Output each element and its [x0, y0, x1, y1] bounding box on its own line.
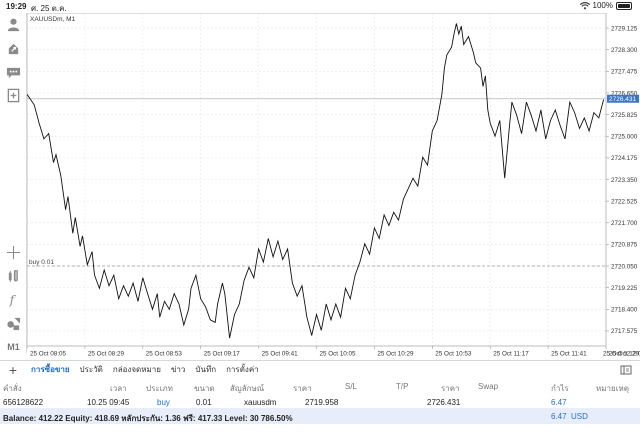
table-row[interactable]: 656128622 10.25 09:45 buy 0.01 xauusdm 2…	[0, 394, 640, 410]
y-tick-label: 2725.825	[611, 112, 638, 119]
account-summary: Balance: 412.22 Equity: 418.69 หลักประกั…	[0, 408, 640, 424]
col-symbol: สัญลักษณ์	[230, 384, 265, 393]
trade-icon[interactable]	[5, 40, 22, 57]
total-currency: USD	[571, 412, 588, 421]
row-open-price: 2719.958	[305, 398, 339, 407]
x-tick-label: 25 Oct 09:17	[204, 351, 241, 358]
panel-toggle-icon[interactable]	[620, 364, 632, 376]
tab-history[interactable]: ประวัติ	[79, 365, 103, 374]
col-ticket: คำสั่ง	[3, 384, 22, 393]
x-tick-label: 25 Oct 10:53	[435, 351, 472, 358]
y-tick-label: 2721.700	[611, 220, 638, 227]
indicators-icon[interactable]	[5, 268, 22, 285]
row-type: buy	[157, 398, 170, 407]
add-tab-button[interactable]: +	[8, 361, 18, 378]
status-date: ศ. 25 ต.ค.	[31, 4, 67, 13]
status-bar: 19:29 ศ. 25 ต.ค. 100%	[0, 0, 640, 13]
x-tick-label: 25 Oct 12:29	[603, 351, 640, 358]
y-tick-label: 2726.650	[611, 90, 638, 97]
current-price-value: 2726.431	[609, 96, 636, 103]
x-tick-label: 25 Oct 12:05	[609, 351, 640, 358]
col-type: ประเภท	[146, 384, 173, 393]
y-tick-label: 2720.875	[611, 242, 638, 249]
y-tick-label: 2728.300	[611, 47, 638, 54]
x-tick-label: 25 Oct 09:41	[262, 351, 299, 358]
col-comment: หมายเหตุ	[596, 384, 629, 393]
row-profit: 6.47	[551, 398, 567, 407]
row-ticket: 656128622	[3, 398, 44, 407]
tab-journal[interactable]: บันทึก	[195, 365, 217, 374]
tab-trade[interactable]: การซื้อขาย	[31, 365, 70, 374]
left-toolbar: f M1	[0, 13, 27, 353]
svg-text:f: f	[9, 293, 17, 307]
price-series-line	[26, 23, 605, 339]
row-time: 10.25 09:45	[87, 398, 130, 407]
table-header: คำสั่ง เวลา ประเภท ขนาด สัญลักษณ์ ราคา S…	[0, 378, 640, 394]
tab-news[interactable]: ข่าว	[170, 365, 186, 374]
col-profit: กำไร	[551, 384, 569, 393]
x-tick-label: 25 Oct 10:05	[320, 351, 357, 358]
col-swap: Swap	[478, 382, 499, 391]
status-right: 100%	[579, 1, 632, 10]
row-current-price: 2726.431	[427, 398, 461, 407]
price-chart[interactable]: buy 0.01 2729.125 2728.300 2727.475 2726.65…	[26, 12, 640, 358]
account-icon[interactable]	[5, 16, 22, 33]
y-axis: 2729.125 2728.300 2727.475 2726.650 2725.825…	[606, 25, 638, 335]
col-time: เวลา	[110, 384, 127, 393]
y-tick-label: 2723.350	[611, 177, 638, 184]
row-symbol: xauusdm	[244, 398, 277, 407]
y-tick-label: 2725.000	[611, 134, 638, 141]
x-tick-label: 25 Oct 11:41	[551, 351, 587, 358]
y-tick-label: 2727.475	[611, 69, 638, 76]
col-sl: S/L	[345, 382, 358, 391]
col-volume: ขนาด	[194, 384, 215, 393]
function-icon[interactable]: f	[5, 291, 22, 308]
battery-icon	[616, 1, 632, 10]
y-tick-label: 2719.225	[611, 285, 638, 292]
bottom-tab-bar: + การซื้อขาย ประวัติ กล่องจดหมาย ข่าว บั…	[0, 360, 640, 378]
current-price-badge	[607, 94, 639, 103]
col-tp: T/P	[396, 382, 409, 391]
y-tick-label: 2724.175	[611, 155, 638, 162]
col-price: ราคา	[293, 384, 312, 393]
x-tick-label: 25 Oct 08:53	[146, 351, 183, 358]
y-tick-label: 2720.050	[611, 263, 638, 270]
y-tick-label: 2729.125	[611, 25, 638, 32]
chat-icon[interactable]	[5, 64, 22, 81]
total-profit: 6.47	[551, 412, 567, 421]
timeframe-label: M1	[7, 341, 20, 352]
trade-table: คำสั่ง เวลา ประเภท ขนาด สัญลักษณ์ ราคา S…	[0, 378, 640, 410]
wifi-icon	[579, 1, 590, 9]
symbol-label: XAUUSDm, M1	[30, 16, 76, 23]
battery-percent: 100%	[592, 1, 613, 10]
x-tick-label: 25 Oct 10:29	[377, 351, 414, 358]
objects-icon[interactable]	[5, 315, 22, 332]
y-tick-label: 2717.575	[611, 328, 638, 335]
timeframe-button[interactable]: M1	[5, 338, 22, 355]
y-tick-label: 2722.525	[611, 198, 638, 205]
tab-mailbox[interactable]: กล่องจดหมาย	[112, 365, 161, 374]
x-axis: 25 Oct 08:05 25 Oct 08:29 25 Oct 08:53 25 O…	[26, 346, 640, 358]
crosshair-icon[interactable]	[5, 244, 22, 261]
position-label: buy 0.01	[29, 259, 54, 266]
chart-grid	[26, 13, 607, 346]
x-tick-label: 25 Oct 11:17	[493, 351, 529, 358]
x-tick-label: 25 Oct 08:05	[30, 351, 67, 358]
chart-canvas[interactable]: buy 0.01 2729.125 2728.300 2727.475 2726.65…	[26, 12, 640, 358]
col-current: ราคา	[441, 384, 460, 393]
status-time: 19:29	[6, 2, 27, 11]
new-order-icon[interactable]	[5, 87, 22, 104]
tab-settings[interactable]: การตั้งค่า	[226, 365, 259, 374]
row-volume: 0.01	[196, 398, 212, 407]
balance-summary: Balance: 412.22 Equity: 418.69 หลักประกั…	[3, 414, 293, 423]
y-tick-label: 2718.400	[611, 307, 638, 314]
x-tick-label: 25 Oct 08:29	[88, 351, 125, 358]
